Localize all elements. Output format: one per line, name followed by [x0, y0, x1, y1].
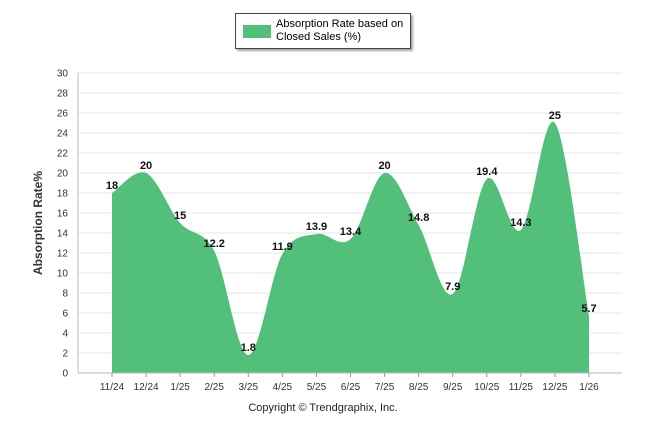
y-tick-label: 12 [57, 249, 69, 260]
x-tick-label: 3/25 [239, 382, 259, 393]
y-tick-label: 16 [57, 209, 69, 220]
y-tick-label: 4 [62, 329, 68, 340]
data-label: 5.7 [581, 303, 596, 315]
data-label: 13.4 [340, 226, 362, 238]
data-label: 12.2 [204, 238, 225, 250]
data-label: 19.4 [476, 166, 498, 178]
area-series [112, 121, 589, 373]
x-tick-label: 4/25 [273, 382, 293, 393]
x-tick-label: 12/25 [542, 382, 567, 393]
data-label: 13.9 [306, 221, 327, 233]
x-tick-label: 10/25 [474, 382, 499, 393]
data-label: 7.9 [445, 281, 460, 293]
y-tick-label: 20 [57, 169, 69, 180]
x-tick-label: 11/25 [509, 382, 534, 393]
y-tick-label: 6 [62, 309, 68, 320]
data-label: 14.8 [408, 212, 429, 224]
data-label: 20 [378, 160, 390, 172]
y-tick-label: 18 [57, 189, 69, 200]
y-tick-label: 22 [57, 149, 69, 160]
data-label: 14.3 [510, 217, 531, 229]
x-tick-label: 1/25 [170, 382, 190, 393]
y-tick-label: 8 [62, 289, 68, 300]
data-label: 15 [174, 210, 186, 222]
data-label: 25 [549, 110, 561, 122]
legend-swatch [243, 25, 271, 38]
x-tick-label: 6/25 [341, 382, 361, 393]
x-tick-label: 8/25 [409, 382, 429, 393]
y-tick-label: 28 [57, 89, 69, 100]
y-tick-label: 14 [57, 229, 69, 240]
data-label: 11.9 [272, 241, 293, 253]
x-tick-label: 7/25 [375, 382, 395, 393]
y-tick-label: 26 [57, 109, 69, 120]
x-tick-label: 11/24 [100, 382, 125, 393]
y-tick-label: 24 [57, 129, 69, 140]
data-label: 1.8 [241, 342, 256, 354]
x-tick-label: 5/25 [307, 382, 327, 393]
y-tick-label: 2 [62, 349, 68, 360]
data-label: 20 [140, 160, 152, 172]
x-tick-label: 12/24 [134, 382, 159, 393]
x-tick-label: 2/25 [204, 382, 224, 393]
y-tick-label: 0 [62, 369, 68, 380]
legend-label: Absorption Rate based on Closed Sales (%… [276, 18, 404, 43]
x-tick-label: 9/25 [443, 382, 463, 393]
legend: Absorption Rate based on Closed Sales (%… [235, 13, 411, 49]
y-axis-title: Absorption Rate% [31, 171, 45, 275]
copyright-text: Copyright © Trendgraphix, Inc. [248, 402, 398, 414]
x-tick-label: 1/26 [579, 382, 599, 393]
data-label: 18 [106, 180, 118, 192]
y-tick-label: 30 [57, 69, 69, 80]
y-tick-label: 10 [57, 269, 69, 280]
